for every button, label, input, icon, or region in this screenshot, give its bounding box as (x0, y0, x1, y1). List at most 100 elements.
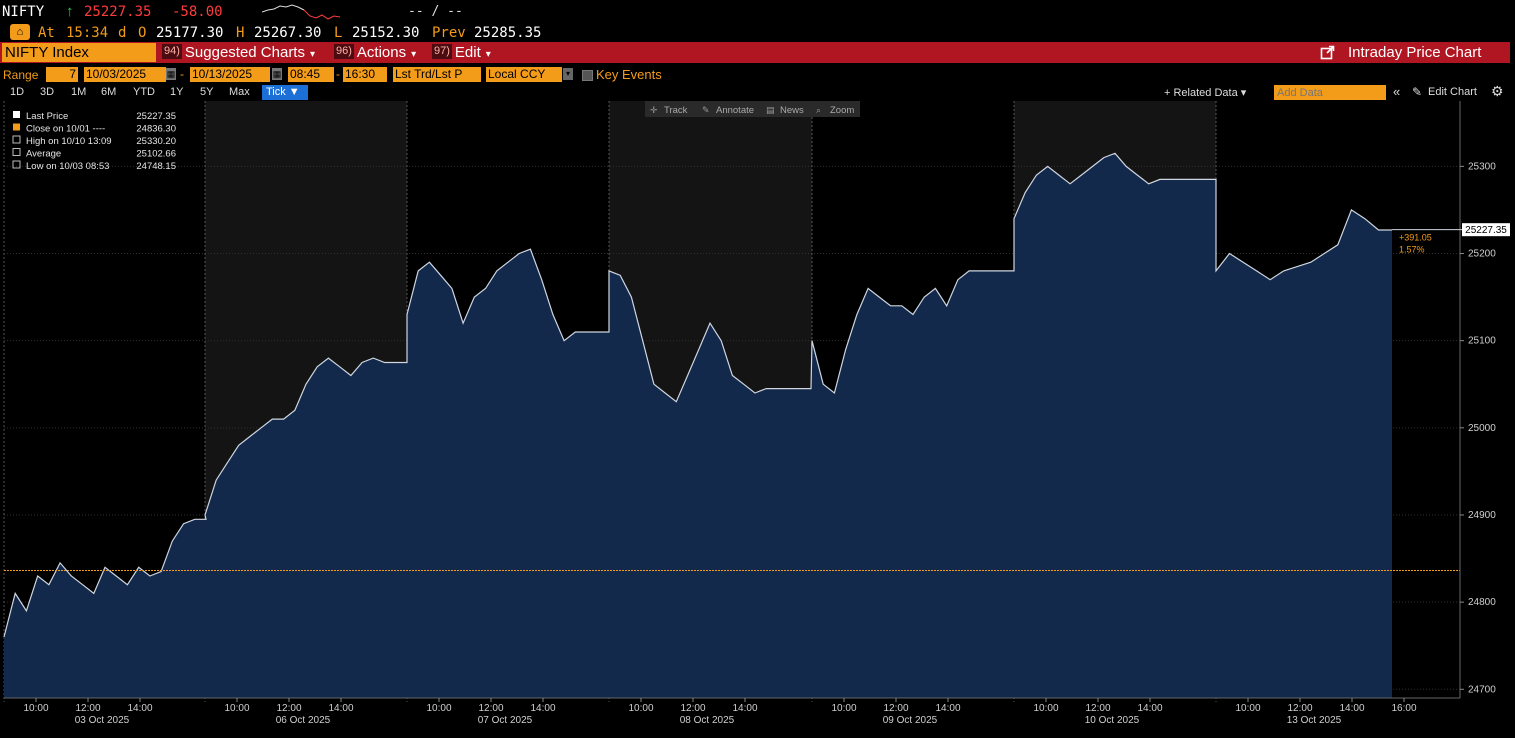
pencil-icon[interactable]: ✎ (1412, 85, 1423, 99)
tool-annotate[interactable]: Annotate (716, 105, 754, 116)
calendar-icon[interactable]: ▦ (166, 68, 176, 80)
end-time-field[interactable]: 16:30 (343, 67, 387, 82)
x-tick-label: 10:00 (23, 703, 48, 714)
legend-label: Last Price (26, 111, 68, 122)
y-tick-label: 24800 (1468, 597, 1496, 608)
range-button-1y[interactable]: 1Y (170, 86, 184, 98)
x-tick-label: 14:00 (127, 703, 152, 714)
price-series (3, 152, 1392, 699)
range-button-ytd[interactable]: YTD (133, 86, 155, 98)
y-tick-label: 24700 (1468, 684, 1496, 695)
x-date-label: 07 Oct 2025 (478, 715, 533, 726)
range-button-3d[interactable]: 3D (40, 86, 55, 98)
range-button-max[interactable]: Max (229, 86, 250, 98)
legend-swatch (13, 123, 20, 131)
prev-label: Prev (432, 25, 466, 41)
legend: Last Price 25227.35 Close on 10/01 ---- 248… (12, 111, 176, 172)
range-button-1m[interactable]: 1M (71, 86, 87, 98)
price-chart[interactable]: 24700 24800 24900 25000 25100 25200 25300 10:0… (0, 101, 1510, 730)
window-title: Intraday Price Chart (1348, 44, 1482, 61)
x-date-label: 09 Oct 2025 (883, 715, 938, 726)
edit-chart-button[interactable]: Edit Chart (1428, 86, 1477, 98)
open-label: O (138, 25, 147, 41)
x-tick-label: 10:00 (426, 703, 451, 714)
y-tick-label: 24900 (1468, 510, 1496, 521)
range-settings: Range 7 10/03/2025 ▦ - 10/13/2025 ▦ 08:4… (0, 64, 1515, 84)
y-tick-label: 25200 (1468, 249, 1496, 260)
suggested-charts-number: 94) (162, 44, 182, 59)
edit-label: Edit (454, 44, 481, 61)
last-value-marker: 25227.35 +391.05 1.57% (1392, 223, 1510, 255)
tick-interval-button[interactable]: Tick ▼ (262, 85, 308, 100)
range-dash: - (180, 67, 184, 81)
ticker-symbol: NIFTY (2, 4, 45, 20)
legend-label: Average (26, 149, 61, 160)
chevron-down-icon: ▾ (485, 49, 491, 60)
exchange-icon[interactable]: ⌂ (10, 24, 30, 40)
legend-label: High on 10/10 13:09 (26, 136, 112, 147)
y-tick-label: 25000 (1468, 423, 1496, 434)
low-value: 25152.30 (352, 25, 420, 41)
actions-menu[interactable]: 96) Actions ▾ (334, 44, 417, 61)
key-events-checkbox[interactable] (582, 70, 593, 81)
time-dash: - (336, 67, 340, 81)
x-tick-label: 12:00 (680, 703, 705, 714)
x-tick-label: 12:00 (1287, 703, 1312, 714)
change-label: +391.05 (1399, 233, 1432, 243)
suggested-charts-menu[interactable]: 94) Suggested Charts ▾ (162, 44, 316, 61)
up-arrow-icon: ↑ (66, 3, 74, 20)
dropdown-arrow-icon[interactable]: ▾ (563, 68, 573, 80)
key-events-label: Key Events (596, 67, 662, 82)
range-button-6m[interactable]: 6M (101, 86, 117, 98)
end-date-field[interactable]: 10/13/2025 (190, 67, 270, 82)
x-tick-label: 10:00 (1033, 703, 1058, 714)
range-button-5y[interactable]: 5Y (200, 86, 214, 98)
ohlc-bar: ⌂ At 15:34 d O 25177.30 H 25267.30 L 251… (0, 22, 1515, 42)
x-tick-label: 10:00 (1235, 703, 1260, 714)
x-tick-label: 12:00 (1085, 703, 1110, 714)
x-tick-label: 14:00 (732, 703, 757, 714)
y-axis: 24700 24800 24900 25000 25100 25200 25300 (1459, 101, 1496, 698)
x-tick-label: 12:00 (478, 703, 503, 714)
legend-value: 25330.20 (136, 136, 176, 147)
price-mode-select[interactable]: Lst Trd/Lst P (393, 67, 481, 82)
chevron-down-icon: ▾ (309, 49, 316, 60)
edit-menu[interactable]: 97) Edit ▾ (432, 44, 491, 61)
gear-icon[interactable]: ⚙ (1491, 83, 1504, 99)
start-time-field[interactable]: 08:45 (288, 67, 334, 82)
range-period-field[interactable]: 7 (46, 67, 78, 82)
legend-swatch (13, 111, 20, 118)
legend-value: 25227.35 (136, 111, 176, 122)
popout-icon[interactable] (1320, 45, 1335, 60)
legend-swatch (12, 160, 21, 169)
tool-news[interactable]: News (780, 105, 804, 116)
last-value-label: 25227.35 (1465, 225, 1507, 236)
related-data-menu[interactable]: + Related Data ▾ (1164, 87, 1247, 99)
x-tick-label: 10:00 (831, 703, 856, 714)
tool-zoom[interactable]: Zoom (830, 105, 854, 116)
x-tick-label: 16:00 (1391, 703, 1416, 714)
actions-label: Actions (356, 44, 407, 61)
add-data-input[interactable] (1274, 85, 1386, 100)
legend-label: Low on 10/03 08:53 (26, 161, 109, 172)
range-label: Range (3, 68, 39, 82)
calendar-icon[interactable]: ▦ (272, 68, 282, 80)
security-field[interactable]: NIFTY Index (2, 43, 156, 62)
y-tick-label: 25300 (1468, 161, 1496, 172)
y-tick-label: 25100 (1468, 336, 1496, 347)
time-value: 15:34 (66, 25, 109, 41)
zoom-icon: ⌕ (816, 106, 821, 116)
x-date-label: 08 Oct 2025 (680, 715, 735, 726)
legend-value: 24748.15 (136, 161, 176, 172)
x-tick-label: 14:00 (328, 703, 353, 714)
collapse-icon[interactable]: « (1393, 84, 1401, 99)
start-date-field[interactable]: 10/03/2025 (84, 67, 166, 82)
chevron-down-icon: ▾ (411, 49, 417, 60)
last-value-box (1462, 223, 1510, 237)
range-button-1d[interactable]: 1D (10, 86, 25, 98)
tool-track[interactable]: Track (664, 105, 688, 116)
annotate-icon: ✎ (702, 106, 710, 116)
currency-select[interactable]: Local CCY (486, 67, 562, 82)
x-tick-label: 14:00 (530, 703, 555, 714)
